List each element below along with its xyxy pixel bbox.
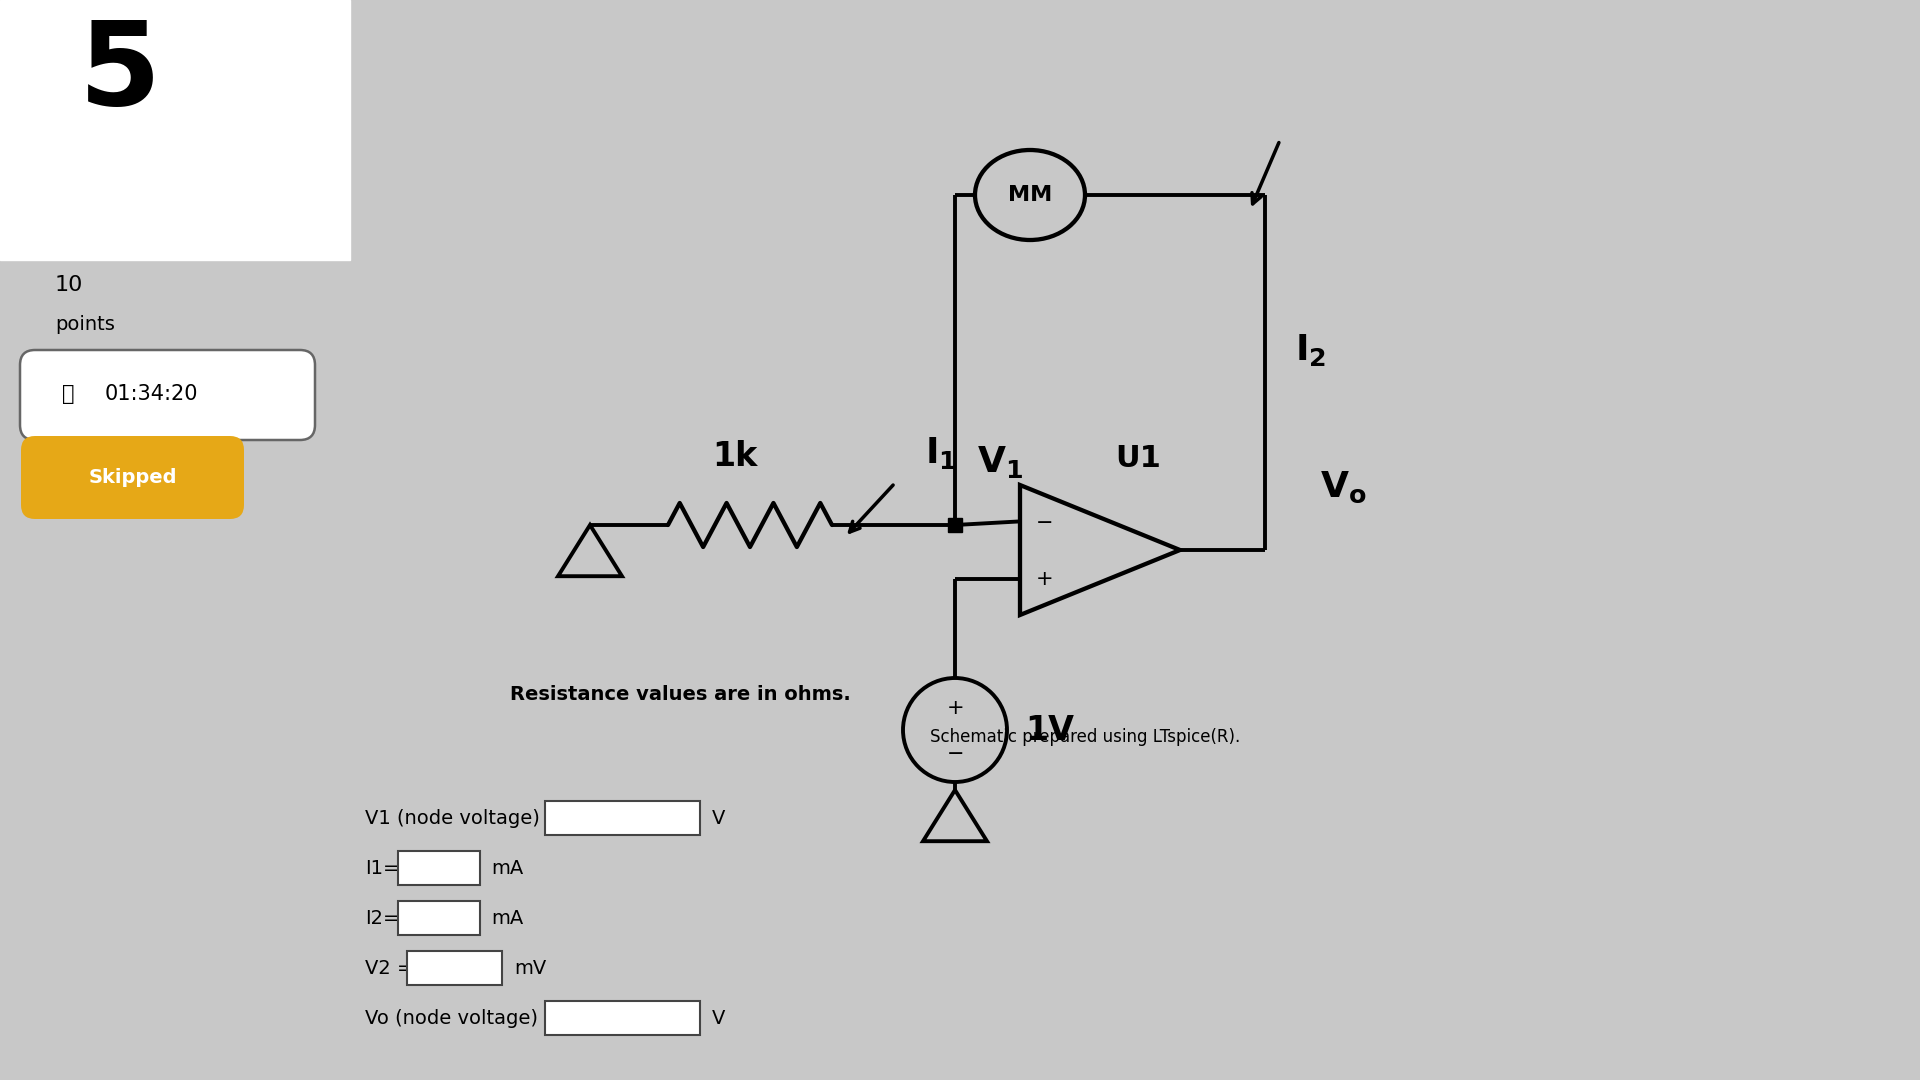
Text: 5: 5 [79, 15, 161, 130]
Text: $\mathbf{I_2}$: $\mathbf{I_2}$ [1294, 332, 1327, 368]
Text: mA: mA [492, 908, 524, 928]
Text: V: V [712, 1009, 726, 1027]
Text: mA: mA [492, 859, 524, 877]
Text: Skipped: Skipped [88, 468, 177, 487]
Text: I1=: I1= [365, 859, 399, 877]
Text: V: V [712, 809, 726, 827]
Bar [0, 0, 349, 260]
Text: Resistance values are in ohms.: Resistance values are in ohms. [511, 685, 851, 704]
Text: mV: mV [515, 959, 545, 977]
Bar [948, 518, 962, 532]
Text: $-$: $-$ [1035, 512, 1052, 531]
Text: $\mathbf{V_o}$: $\mathbf{V_o}$ [1321, 470, 1367, 505]
Text: $+$: $+$ [1035, 568, 1052, 589]
Text: Schematic prepared using LTspice(R).: Schematic prepared using LTspice(R). [929, 728, 1240, 746]
Bar [397, 901, 480, 935]
Text: 01:34:20: 01:34:20 [106, 384, 198, 405]
Text: $\mathbf{V_1}$: $\mathbf{V_1}$ [977, 444, 1023, 480]
Bar [397, 851, 480, 885]
Text: points: points [56, 315, 115, 334]
Text: MM: MM [1008, 185, 1052, 205]
Text: V1 (node voltage) =: V1 (node voltage) = [365, 809, 563, 827]
FancyBboxPatch shape [21, 436, 244, 519]
Text: V2 =: V2 = [365, 959, 413, 977]
Bar [545, 1001, 699, 1035]
Text: 1V: 1V [1025, 714, 1073, 746]
Text: $\mathbf{I_1}$: $\mathbf{I_1}$ [925, 435, 956, 471]
Text: $-$: $-$ [947, 742, 964, 761]
Text: 1k: 1k [712, 440, 758, 473]
Text: I2=: I2= [365, 908, 399, 928]
Text: Vo (node voltage) =: Vo (node voltage) = [365, 1009, 561, 1027]
Text: $+$: $+$ [947, 698, 964, 718]
Bar [407, 951, 501, 985]
Bar [545, 801, 699, 835]
Text: U1: U1 [1116, 444, 1162, 473]
Text: 10: 10 [56, 275, 83, 295]
FancyBboxPatch shape [19, 350, 315, 440]
Text: ⧖: ⧖ [61, 384, 75, 405]
